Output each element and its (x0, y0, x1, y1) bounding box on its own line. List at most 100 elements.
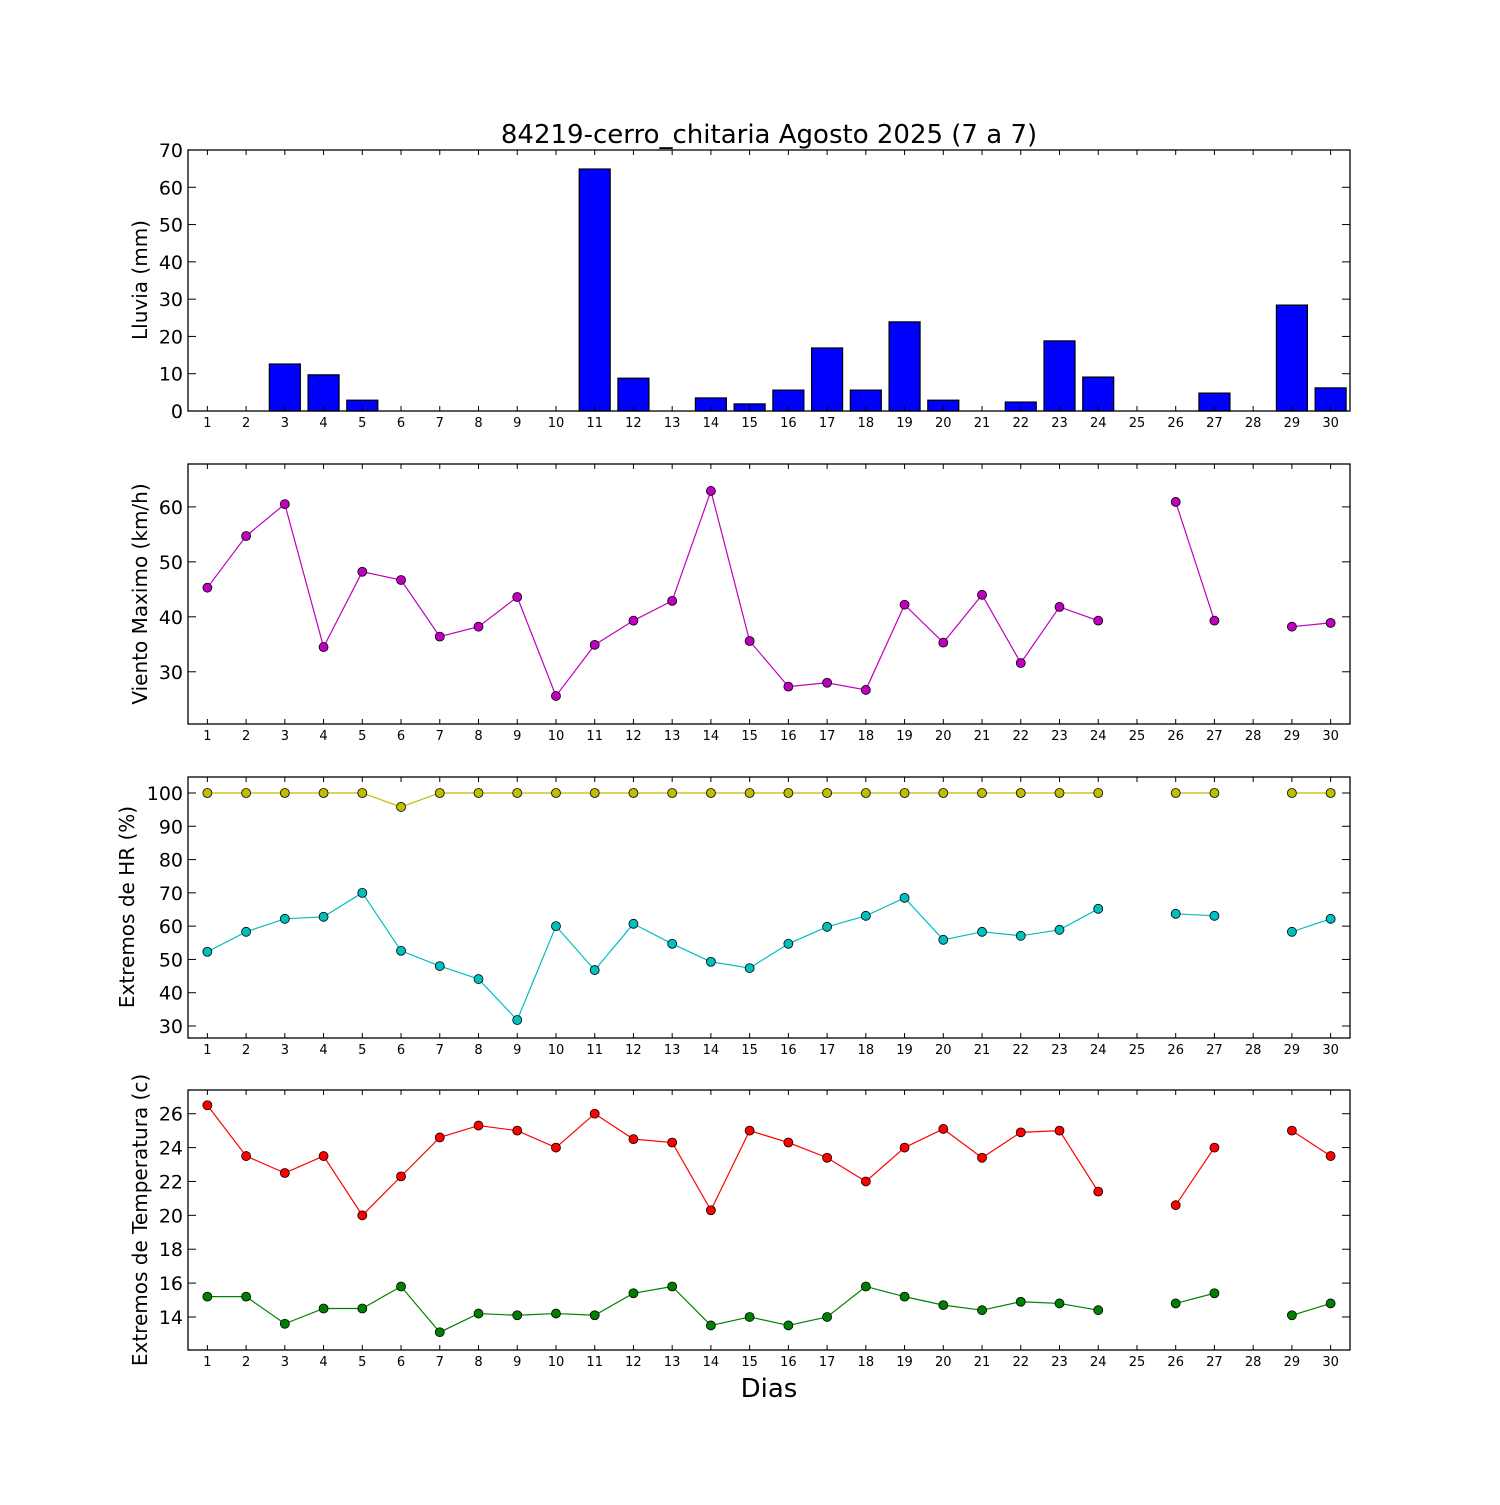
x-tick-label: 13 (664, 1355, 681, 1370)
data-point (512, 592, 523, 602)
y-axis-label-wind: Viento Maximo (km/h) (128, 483, 152, 704)
y-tick-label: 50 (159, 552, 183, 574)
data-point (1287, 1310, 1297, 1321)
x-tick-label: 19 (896, 1355, 913, 1370)
data-point (938, 1300, 949, 1311)
axes-frame (187, 463, 1351, 725)
data-point (706, 956, 716, 967)
y-tick-label: 26 (159, 1104, 183, 1126)
data-point (1325, 913, 1336, 924)
x-tick-label: 16 (780, 1355, 797, 1370)
data-point (1015, 930, 1026, 941)
data-point (899, 599, 910, 610)
x-tick-label: 23 (1051, 729, 1068, 744)
x-tick-label: 18 (858, 1043, 875, 1058)
data-point (822, 1312, 832, 1322)
x-tick-label: 13 (664, 416, 681, 431)
data-point (434, 1132, 445, 1143)
data-point (938, 637, 949, 648)
x-tick-label: 16 (780, 729, 797, 744)
x-tick-label: 28 (1245, 729, 1262, 744)
x-tick-label: 18 (858, 729, 875, 744)
x-tick-label: 26 (1167, 416, 1184, 431)
series-line (1291, 1302, 1331, 1316)
data-point (667, 1137, 678, 1148)
data-point (783, 788, 794, 798)
axes-frame (187, 149, 1351, 412)
data-point (318, 1151, 329, 1161)
x-tick-label: 27 (1206, 1355, 1223, 1370)
data-point (589, 1108, 600, 1119)
data-point (822, 1152, 832, 1163)
x-tick-label: 8 (474, 1043, 482, 1058)
data-point (1170, 1298, 1181, 1309)
data-point (1287, 926, 1297, 937)
data-point (279, 1318, 290, 1329)
x-tick-label: 23 (1051, 416, 1068, 431)
data-point (860, 910, 871, 921)
x-tick-label: 25 (1129, 729, 1146, 744)
x-tick-label: 14 (703, 1355, 720, 1370)
data-point (396, 802, 406, 812)
x-tick-label: 27 (1206, 729, 1223, 744)
data-point (1209, 1142, 1220, 1153)
x-tick-label: 24 (1090, 416, 1107, 431)
data-point (1093, 1186, 1104, 1197)
y-axis-label-temperature: Extremos de Temperatura (c) (128, 1074, 152, 1366)
data-point (434, 1327, 445, 1338)
data-point (202, 1291, 213, 1302)
data-point (628, 918, 639, 929)
data-point (977, 1152, 987, 1163)
data-point (551, 788, 561, 798)
x-tick-label: 7 (436, 729, 444, 744)
x-tick-label: 17 (819, 1355, 836, 1370)
data-point (744, 636, 755, 646)
series-line (1175, 1292, 1215, 1305)
rain-bar (268, 363, 301, 412)
data-point (1209, 788, 1220, 798)
x-tick-label: 1 (203, 729, 211, 744)
y-tick-label: 20 (159, 326, 183, 348)
y-tick-label: 40 (159, 983, 183, 1005)
axes-frame (187, 1089, 1351, 1351)
data-point (434, 961, 445, 971)
x-tick-label: 28 (1245, 1043, 1262, 1058)
data-point (1287, 1125, 1297, 1136)
data-point (1054, 1298, 1065, 1309)
x-tick-label: 22 (1012, 416, 1029, 431)
y-tick-label: 22 (159, 1171, 183, 1193)
y-tick-label: 70 (159, 140, 183, 162)
data-point (1325, 788, 1336, 798)
x-tick-label: 4 (319, 416, 327, 431)
x-tick-label: 20 (935, 1043, 952, 1058)
y-tick-label: 60 (159, 497, 183, 519)
rain-bar (1082, 376, 1115, 412)
data-point (512, 1015, 523, 1025)
x-tick-label: 24 (1090, 729, 1107, 744)
y-tick-label: 90 (159, 816, 183, 838)
data-point (860, 685, 871, 695)
data-point (318, 911, 329, 922)
data-point (744, 1125, 755, 1136)
x-tick-label: 1 (203, 1043, 211, 1058)
data-point (279, 913, 290, 924)
x-tick-label: 9 (513, 1043, 521, 1058)
x-tick-label: 12 (625, 1043, 642, 1058)
x-tick-label: 13 (664, 729, 681, 744)
data-point (1015, 1296, 1026, 1307)
series-line (207, 1285, 1099, 1333)
data-point (706, 788, 716, 798)
data-point (860, 788, 871, 798)
x-tick-label: 7 (436, 1043, 444, 1058)
x-tick-label: 5 (358, 1043, 366, 1058)
x-tick-label: 14 (703, 416, 720, 431)
data-point (783, 938, 794, 949)
data-point (473, 1308, 484, 1319)
data-point (1209, 615, 1220, 626)
x-tick-label: 6 (397, 416, 405, 431)
x-tick-label: 18 (858, 416, 875, 431)
data-point (202, 788, 213, 798)
data-point (1209, 1288, 1220, 1299)
